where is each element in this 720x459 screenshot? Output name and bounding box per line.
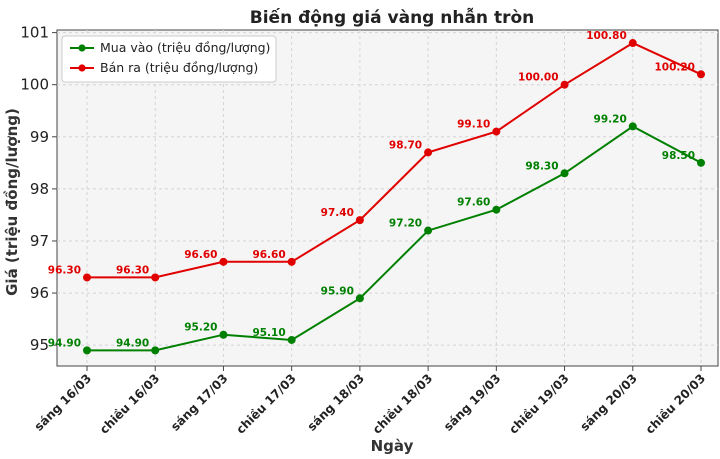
y-tick-label: 98 (30, 180, 49, 198)
grid-lines (57, 30, 718, 366)
legend-box (61, 35, 277, 83)
data-point (424, 148, 433, 157)
data-label: 99.20 (594, 113, 627, 125)
data-point (560, 169, 569, 178)
data-point (287, 257, 296, 266)
legend: Mua vào (triệu đồng/lượng) Bán ra (triệu… (61, 35, 277, 83)
series-line-0 (87, 125, 702, 352)
legend-marker-mua-vao (78, 44, 86, 52)
data-point (83, 273, 91, 282)
data-label: 95.10 (252, 327, 285, 339)
data-point (83, 346, 91, 355)
legend-label-ban-ra: Bán ra (triệu đồng/lượng) (100, 60, 258, 75)
series-points (83, 39, 705, 355)
data-point (492, 127, 501, 136)
series-lines (87, 41, 702, 352)
data-point (287, 335, 296, 344)
data-label: 100.80 (586, 30, 627, 42)
data-point (628, 39, 637, 48)
data-point (560, 80, 569, 89)
data-labels: 94.90 94.90 95.20 95.10 95.90 97.20 97.60 98.30… (48, 30, 695, 349)
data-point (151, 346, 160, 355)
data-label: 96.60 (184, 249, 217, 261)
data-point (697, 70, 705, 79)
data-label: 97.60 (457, 197, 490, 209)
data-label: 96.30 (48, 264, 81, 276)
data-label: 94.90 (48, 337, 81, 349)
y-axis-label: Giá (triệu đồng/lượng) (2, 108, 21, 296)
data-point (628, 122, 637, 131)
data-label: 98.70 (389, 139, 422, 151)
plot-area (56, 29, 719, 367)
y-tick-label: 101 (20, 24, 49, 42)
y-axis-ticks: 95 96 97 98 99 100 101 (20, 24, 57, 354)
legend-marker-ban-ra (78, 64, 86, 72)
y-tick-label: 95 (30, 336, 49, 354)
y-tick-label: 99 (30, 128, 49, 146)
data-point (219, 330, 228, 339)
data-point (424, 226, 433, 235)
y-tick-label: 97 (30, 232, 49, 250)
data-point (697, 158, 705, 167)
chart-title: Biến động giá vàng nhẫn tròn (250, 6, 535, 28)
data-point (355, 294, 364, 303)
data-label: 97.40 (321, 207, 354, 219)
data-label: 99.10 (457, 119, 490, 131)
data-label: 98.30 (525, 160, 558, 172)
data-point (492, 205, 501, 214)
data-label: 97.20 (389, 218, 422, 230)
x-axis-label: Ngày (371, 437, 414, 455)
series-line-1 (87, 41, 702, 279)
data-label: 95.20 (184, 322, 217, 334)
data-label: 96.30 (116, 264, 149, 276)
data-label: 94.90 (116, 337, 149, 349)
data-point (219, 257, 228, 266)
data-label: 96.60 (252, 249, 285, 261)
data-label: 100.00 (518, 72, 559, 84)
data-label: 98.50 (662, 150, 695, 162)
legend-label-mua-vao: Mua vào (triệu đồng/lượng) (100, 40, 270, 55)
y-tick-label: 100 (20, 76, 49, 94)
y-tick-label: 96 (30, 284, 49, 302)
data-point (151, 273, 160, 282)
data-label: 100.20 (654, 61, 695, 73)
data-label: 95.90 (321, 285, 354, 297)
data-point (355, 216, 364, 225)
